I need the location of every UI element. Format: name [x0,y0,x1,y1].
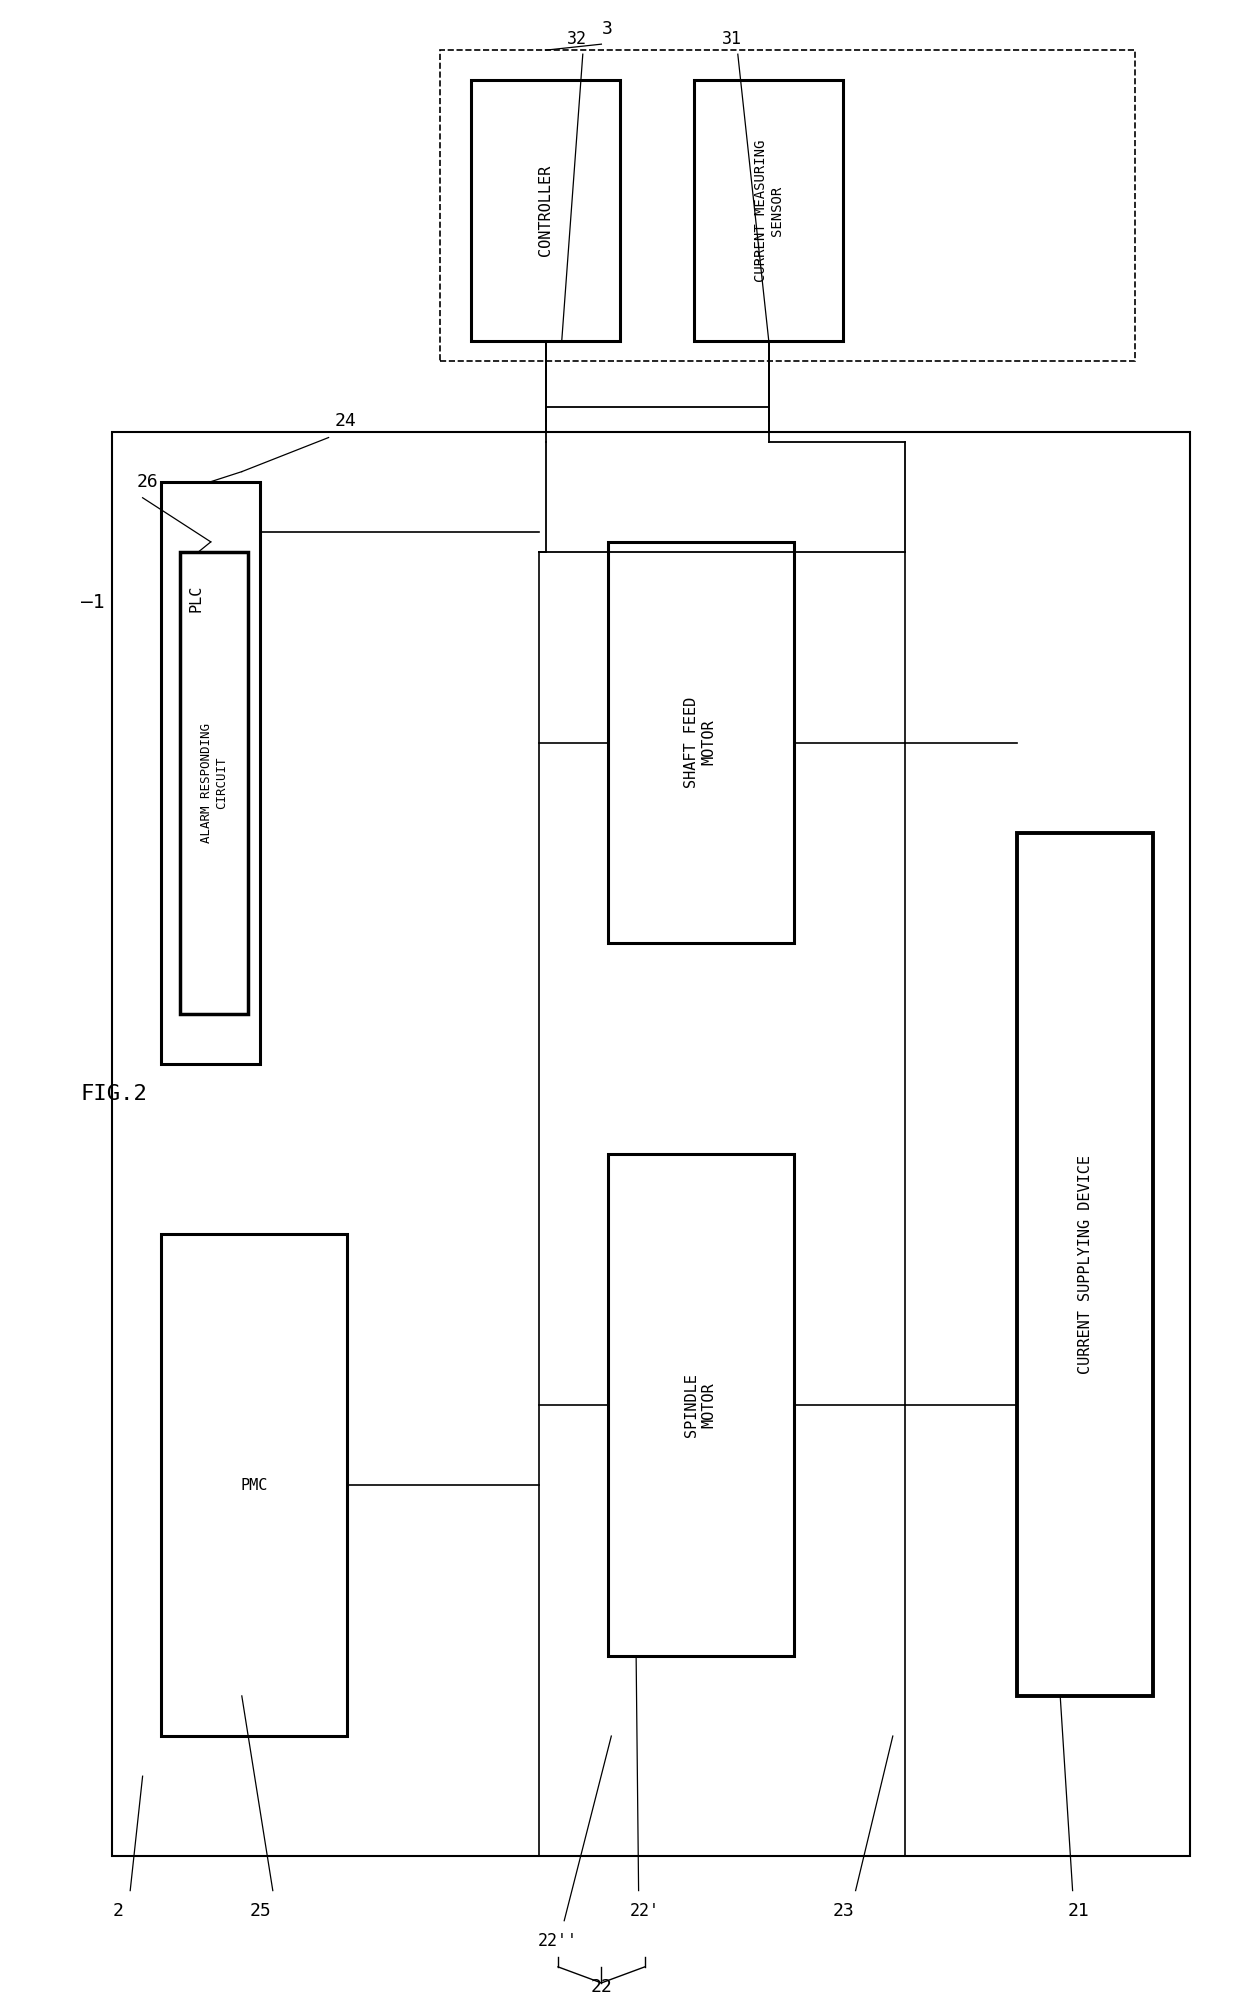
Text: 25: 25 [249,1903,272,1919]
Text: ALARM RESPONDING
CIRCUIT: ALARM RESPONDING CIRCUIT [200,723,228,843]
Text: 22': 22' [630,1903,660,1919]
Text: 2: 2 [113,1903,123,1919]
FancyBboxPatch shape [180,552,248,1014]
Text: FIG.2: FIG.2 [81,1084,148,1104]
FancyBboxPatch shape [471,80,620,341]
Text: PMC: PMC [241,1477,268,1493]
Text: —1: —1 [81,592,104,612]
Text: 26: 26 [136,474,159,490]
FancyBboxPatch shape [608,542,794,943]
FancyBboxPatch shape [161,482,260,1064]
Text: 31: 31 [722,30,742,48]
FancyBboxPatch shape [161,1234,347,1736]
Text: 3: 3 [603,20,613,38]
Text: 23: 23 [832,1903,854,1919]
Text: CONTROLLER: CONTROLLER [538,165,553,257]
FancyBboxPatch shape [608,1154,794,1656]
Text: 24: 24 [335,413,357,429]
Text: CURRENT SUPPLYING DEVICE: CURRENT SUPPLYING DEVICE [1078,1154,1092,1375]
Text: 22: 22 [590,1979,613,1995]
Text: SPINDLE
MOTOR: SPINDLE MOTOR [684,1373,717,1437]
FancyBboxPatch shape [694,80,843,341]
FancyBboxPatch shape [1017,833,1153,1696]
FancyBboxPatch shape [112,432,1190,1856]
Text: 32: 32 [567,30,587,48]
Text: SHAFT FEED
MOTOR: SHAFT FEED MOTOR [684,696,717,789]
FancyBboxPatch shape [440,50,1135,361]
Text: CURRENT MEASURING
SENSOR: CURRENT MEASURING SENSOR [754,140,784,281]
Text: PLC: PLC [188,584,203,612]
Text: 22'': 22'' [538,1933,578,1949]
Text: 21: 21 [1068,1903,1090,1919]
